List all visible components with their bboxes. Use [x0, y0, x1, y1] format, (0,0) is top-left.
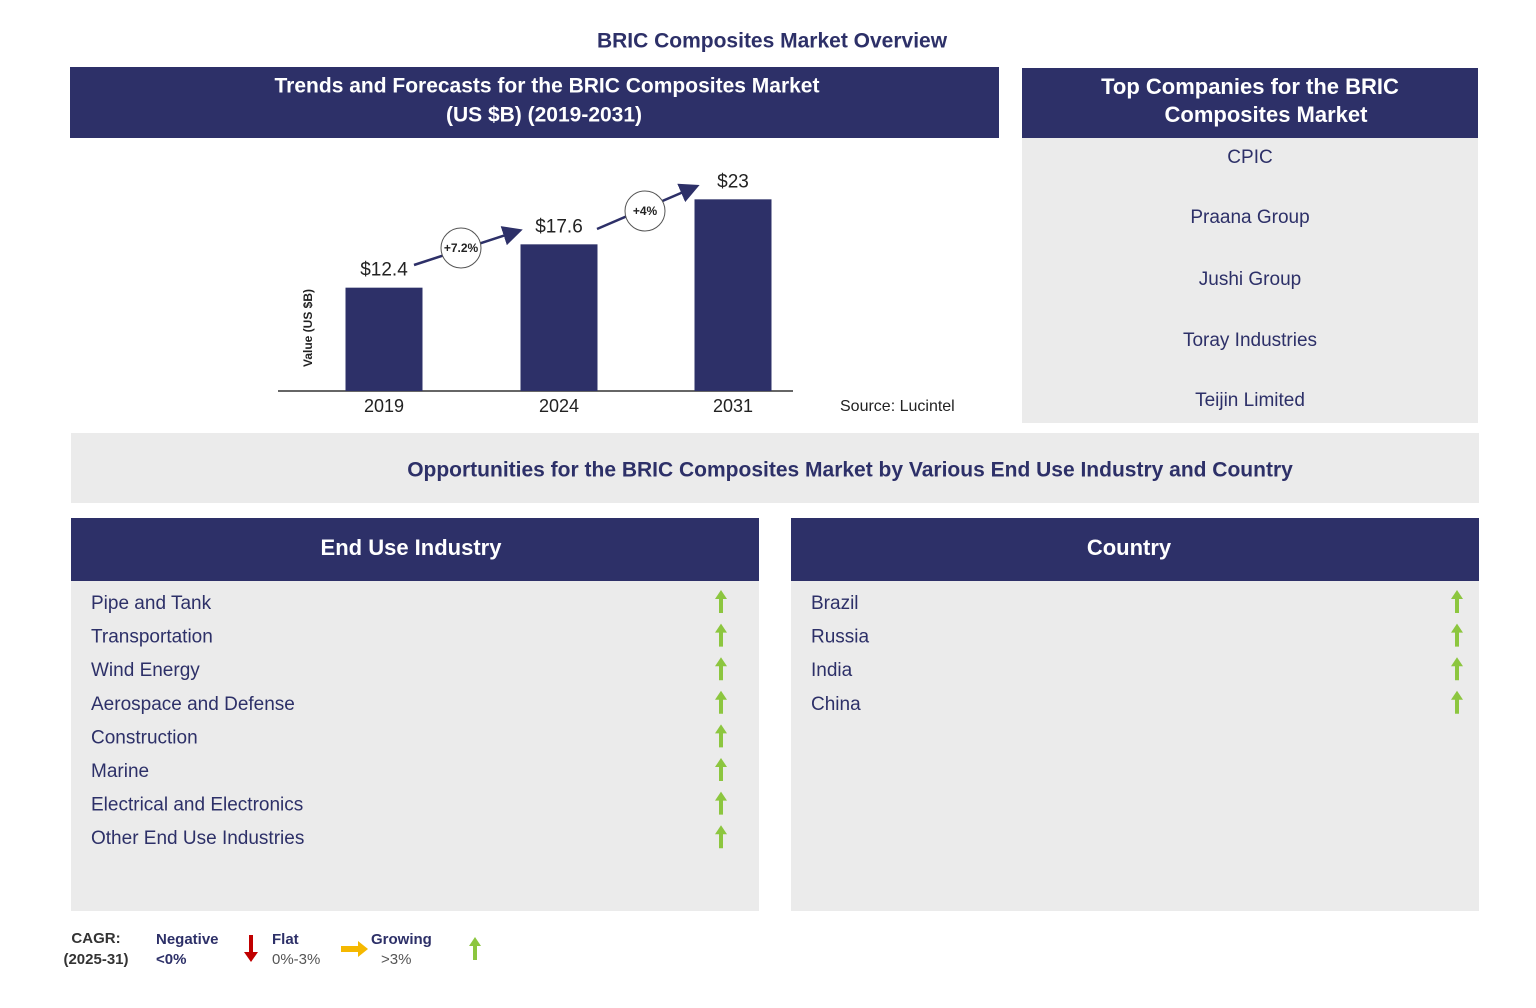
segment-item: Electrical and Electronics	[91, 795, 303, 816]
companies-body	[1022, 138, 1478, 423]
growth-label: +4%	[633, 204, 658, 218]
growth-label: +7.2%	[444, 241, 479, 255]
segment-item: Pipe and Tank	[91, 593, 212, 614]
bar	[694, 199, 772, 391]
segment-body	[71, 518, 759, 911]
growth-arrow	[715, 623, 727, 647]
legend-label: Flat	[272, 931, 299, 948]
segment-title: Country	[1087, 535, 1172, 560]
segment-item: Russia	[811, 627, 870, 648]
segment-item: Marine	[91, 761, 149, 782]
segment-item: Aerospace and Defense	[91, 694, 295, 715]
flat-arrow	[341, 941, 368, 957]
segment-item: Wind Energy	[91, 660, 200, 681]
legend-title: (2025-31)	[63, 951, 128, 968]
segment-body	[791, 518, 1479, 911]
value-label: $17.6	[535, 216, 583, 237]
growth-arrow	[715, 825, 727, 849]
company: Toray Industries	[1183, 330, 1317, 351]
legend-label: Growing	[371, 931, 432, 948]
segment-item: China	[811, 694, 861, 715]
growth-arrow	[1451, 590, 1463, 613]
growth-arrow	[715, 657, 727, 681]
opportunities-band	[71, 433, 1479, 503]
segment-item: India	[811, 660, 853, 681]
bar	[345, 287, 423, 391]
legend-title: CAGR:	[71, 930, 120, 947]
segment-item: Transportation	[91, 627, 213, 648]
company: Jushi Group	[1199, 269, 1301, 290]
segment-title: End Use Industry	[321, 535, 503, 560]
company: Teijin Limited	[1195, 390, 1305, 411]
companies-title: Top Companies for the BRIC	[1101, 74, 1399, 99]
growth-arrow	[469, 937, 481, 960]
bar	[520, 244, 598, 391]
x-tick-label: 2019	[364, 396, 404, 416]
growth-arrow	[715, 724, 727, 748]
page-title: BRIC Composites Market Overview	[597, 30, 948, 53]
legend-range: 0%-3%	[272, 951, 320, 968]
chart-title: (US $B) (2019-2031)	[446, 104, 642, 127]
growth-circle	[624, 190, 666, 232]
company: CPIC	[1227, 147, 1272, 168]
growth-arrow	[1451, 690, 1463, 714]
growth-circle	[440, 227, 482, 269]
chart-header	[70, 67, 999, 138]
growth-arrow	[1451, 657, 1463, 681]
growth-arrow	[715, 690, 727, 714]
x-tick-label: 2024	[539, 396, 579, 416]
negative-arrow	[244, 935, 258, 962]
growth-arrow	[715, 758, 727, 781]
companies-header	[1022, 68, 1478, 138]
segment-header	[71, 518, 759, 581]
growth-arrow	[715, 590, 727, 613]
company: Praana Group	[1190, 207, 1309, 228]
legend-range: >3%	[381, 951, 411, 968]
x-tick-label: 2031	[713, 396, 753, 416]
opportunities-title: Opportunities for the BRIC Composites Ma…	[407, 459, 1293, 482]
source: Source: Lucintel	[840, 398, 955, 415]
value-label: $12.4	[360, 260, 408, 281]
segment-item: Brazil	[811, 593, 859, 614]
segment-item: Other End Use Industries	[91, 828, 304, 849]
growth-arrow	[715, 791, 727, 815]
legend-range: <0%	[156, 951, 186, 968]
segment-header	[791, 518, 1479, 581]
legend-label: Negative	[156, 931, 219, 948]
chart-title: Trends and Forecasts for the BRIC Compos…	[275, 75, 820, 98]
segment-item: Construction	[91, 727, 198, 748]
value-label: $23	[717, 171, 749, 192]
y-axis-label: Value (US $B)	[301, 289, 315, 367]
growth-arrow	[1451, 623, 1463, 647]
companies-title: Composites Market	[1165, 102, 1369, 127]
